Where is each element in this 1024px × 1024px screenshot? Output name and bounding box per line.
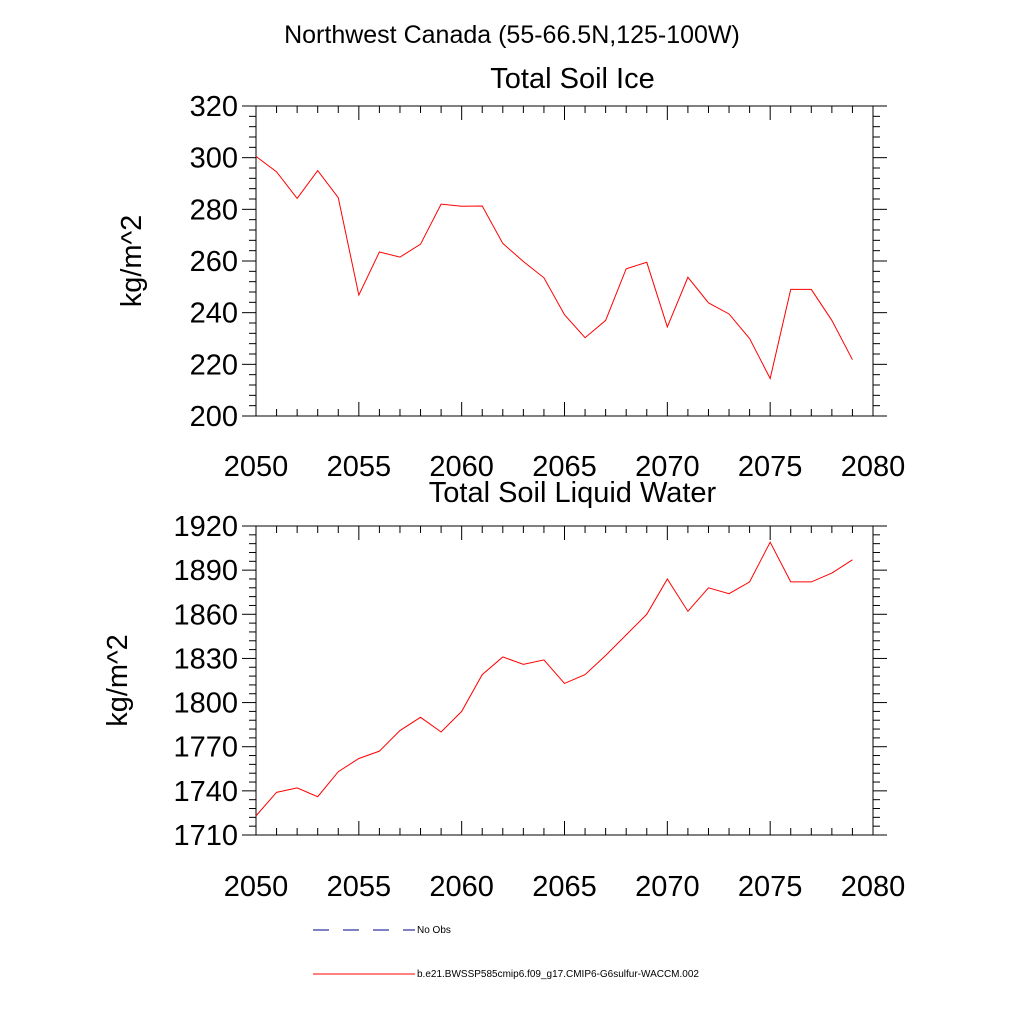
x-tick-label: 2070 xyxy=(635,871,700,903)
y-tick-label: 200 xyxy=(190,401,238,433)
y-tick-label: 320 xyxy=(190,91,238,123)
y-tick-label: 240 xyxy=(190,298,238,330)
legend-label-no-obs: No Obs xyxy=(417,925,451,936)
y-tick-label: 280 xyxy=(190,194,238,226)
y-tick-label: 1860 xyxy=(173,599,238,631)
plot-frame xyxy=(255,105,874,417)
x-tick-label: 2065 xyxy=(532,871,597,903)
x-tick-label: 2060 xyxy=(429,451,494,483)
x-tick-label: 2080 xyxy=(841,451,906,483)
x-tick-label: 2055 xyxy=(327,871,392,903)
y-tick-label: 300 xyxy=(190,143,238,175)
panel-title: Total Soil Ice xyxy=(490,63,654,95)
y-tick-label: 1920 xyxy=(173,511,238,543)
panel-total-soil-ice: Total Soil Ice 2050 2055 2060 2065 2070 2075 20… xyxy=(116,63,905,483)
y-tick-label: 1890 xyxy=(173,555,238,587)
y-tick-label: 1770 xyxy=(173,732,238,764)
series-line xyxy=(255,155,853,380)
figure-suptitle: Northwest Canada (55-66.5N,125-100W) xyxy=(284,21,740,49)
x-tick-label: 2065 xyxy=(532,451,597,483)
x-tick-label: 2050 xyxy=(224,871,289,903)
y-axis-label: kg/m^2 xyxy=(102,634,134,727)
legend-label-model-run: b.e21.BWSSP585cmip6.f09_g17.CMIP6-G6sulf… xyxy=(417,969,699,980)
y-tick-label: 1830 xyxy=(173,643,238,675)
legend: No Obs b.e21.BWSSP585cmip6.f09_g17.CMIP6… xyxy=(313,925,699,980)
x-tick-label: 2055 xyxy=(327,451,392,483)
x-tick-label: 2060 xyxy=(429,871,494,903)
panel-title: Total Soil Liquid Water xyxy=(429,477,717,509)
x-tick-label: 2080 xyxy=(841,871,906,903)
y-axis-label: kg/m^2 xyxy=(116,215,148,308)
x-tick-label: 2050 xyxy=(224,451,289,483)
y-tick-label: 260 xyxy=(190,246,238,278)
plot-frame xyxy=(255,525,874,836)
y-tick-label: 1710 xyxy=(173,820,238,852)
panel-total-soil-liquid-water: Total Soil Liquid Water 2050 2055 2060 2065 2… xyxy=(102,477,905,903)
y-tick-label: 220 xyxy=(190,349,238,381)
series-line xyxy=(255,541,853,817)
y-tick-label: 1740 xyxy=(173,776,238,808)
x-tick-label: 2075 xyxy=(738,871,803,903)
y-tick-label: 1800 xyxy=(173,688,238,720)
x-tick-label: 2070 xyxy=(635,451,700,483)
x-tick-label: 2075 xyxy=(738,451,803,483)
